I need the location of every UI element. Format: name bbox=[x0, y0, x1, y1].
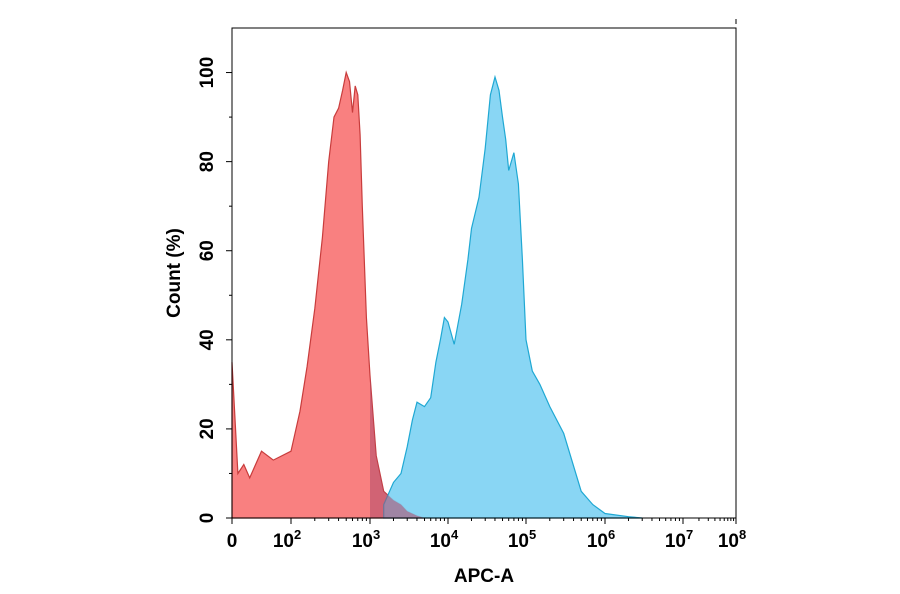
x-tick-label: 0 bbox=[227, 531, 238, 552]
y-axis: 0 20 40 60 80 100 bbox=[197, 57, 232, 524]
series-layer bbox=[231, 70, 643, 519]
y-tick-label: 100 bbox=[197, 57, 218, 89]
x-tick-label: 106 bbox=[587, 527, 615, 552]
x-tick-label: 107 bbox=[665, 527, 693, 552]
x-tick-label: 104 bbox=[430, 527, 459, 552]
x-tick-label: 108 bbox=[718, 527, 746, 552]
x-axis-title: APC-A bbox=[454, 566, 514, 587]
histogram-series-2 bbox=[383, 74, 643, 519]
y-tick-label: 60 bbox=[197, 240, 218, 261]
histogram-series-1 bbox=[231, 70, 425, 519]
plot-frame bbox=[231, 27, 737, 519]
y-tick-label: 80 bbox=[197, 151, 218, 172]
histogram-overlap-region bbox=[370, 375, 425, 518]
x-axis: 0 102 103 104 105 106 107 108 bbox=[227, 518, 746, 552]
y-tick-label: 20 bbox=[197, 418, 218, 439]
x-tick-label: 105 bbox=[508, 527, 536, 552]
y-axis-title: Count (%) bbox=[164, 228, 185, 318]
x-tick-label: 103 bbox=[352, 527, 380, 552]
y-tick-label: 40 bbox=[197, 329, 218, 350]
y-tick-label: 0 bbox=[197, 513, 218, 524]
x-tick-label: 102 bbox=[273, 527, 301, 552]
